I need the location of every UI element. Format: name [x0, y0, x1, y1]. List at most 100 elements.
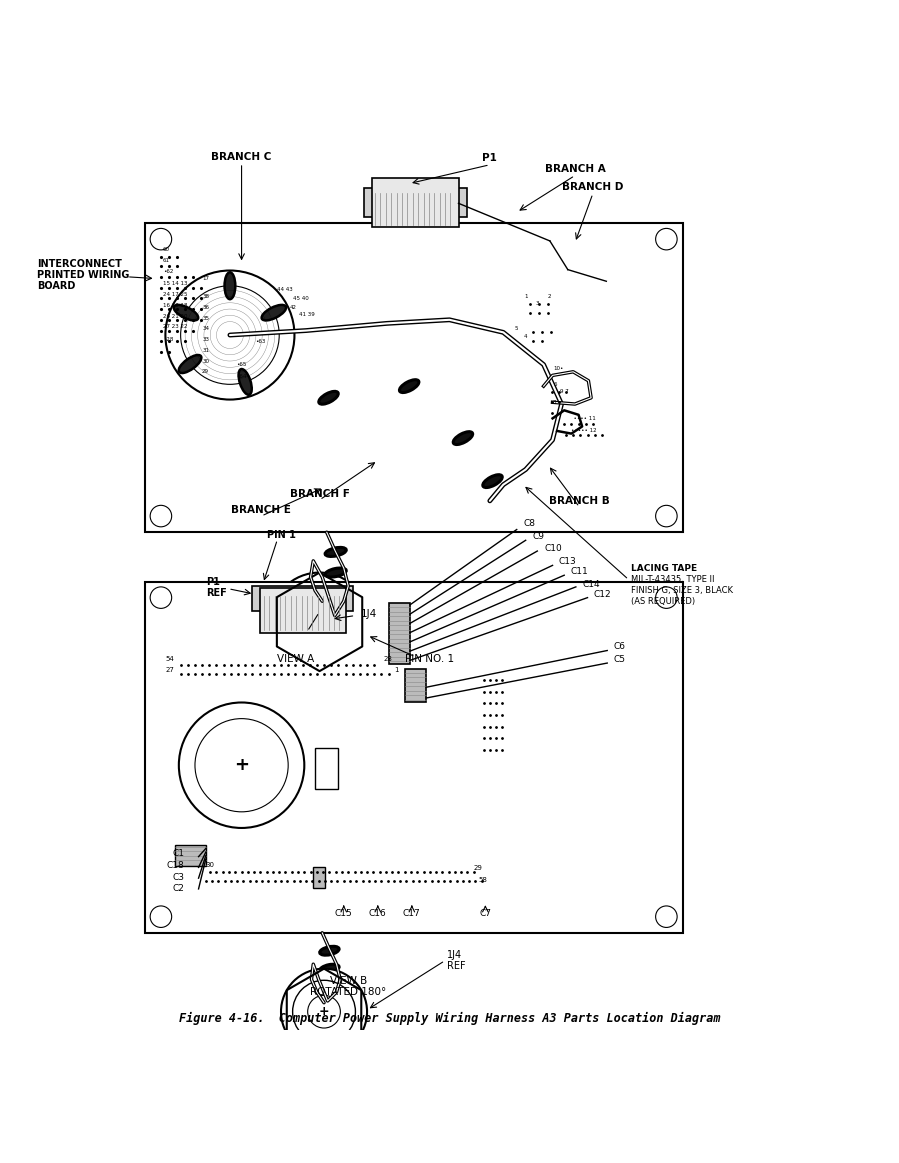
Text: C12: C12 [594, 591, 611, 599]
Bar [145, 223, 682, 533]
Bar [371, 178, 459, 228]
Bar [260, 587, 345, 633]
Text: 26 21 20: 26 21 20 [163, 314, 187, 319]
Ellipse shape [320, 964, 339, 973]
Text: 31: 31 [202, 348, 209, 352]
Text: FINISH G, SIZE 3, BLACK: FINISH G, SIZE 3, BLACK [631, 586, 734, 595]
Circle shape [150, 505, 172, 527]
Text: 60: 60 [163, 248, 170, 252]
Bar [388, 602, 410, 664]
Text: 10•: 10• [554, 365, 564, 371]
Ellipse shape [399, 379, 419, 393]
Ellipse shape [319, 392, 338, 405]
Text: C5: C5 [613, 655, 626, 664]
Text: •64: •64 [236, 373, 246, 379]
Text: C10: C10 [545, 544, 562, 552]
Text: 33: 33 [202, 337, 209, 342]
Circle shape [281, 969, 367, 1055]
Text: 41 39: 41 39 [299, 312, 315, 317]
Text: C16: C16 [369, 908, 387, 918]
Ellipse shape [325, 568, 346, 577]
Text: C14: C14 [583, 579, 600, 588]
Text: VIEW A: VIEW A [277, 655, 314, 664]
Ellipse shape [320, 947, 339, 955]
Text: C15: C15 [334, 908, 352, 918]
Ellipse shape [320, 982, 339, 991]
Text: 16 19 18: 16 19 18 [163, 304, 187, 308]
Text: 29: 29 [202, 370, 209, 374]
Ellipse shape [325, 548, 346, 556]
Circle shape [165, 271, 295, 400]
Text: REF: REF [206, 588, 227, 598]
Text: 6: 6 [554, 381, 557, 387]
Text: PRINTED WIRING: PRINTED WIRING [37, 270, 129, 280]
Text: REF: REF [447, 961, 466, 971]
Ellipse shape [238, 369, 252, 394]
Text: 28: 28 [383, 656, 392, 663]
Circle shape [150, 906, 172, 927]
Circle shape [300, 602, 339, 642]
Ellipse shape [174, 305, 199, 321]
Text: P1: P1 [206, 577, 219, 587]
Text: •••• 11: •••• 11 [570, 416, 595, 421]
Ellipse shape [325, 588, 346, 598]
Text: •63: •63 [255, 338, 265, 344]
Bar [175, 846, 206, 866]
Text: 24 17 25: 24 17 25 [163, 292, 187, 298]
Text: BRANCH A: BRANCH A [545, 164, 605, 174]
Text: +: + [319, 1005, 329, 1018]
Text: 30: 30 [206, 862, 215, 868]
Text: 36: 36 [202, 305, 209, 309]
Circle shape [655, 906, 677, 927]
Circle shape [271, 572, 369, 671]
Circle shape [179, 702, 305, 828]
Text: 58: 58 [478, 877, 487, 883]
Circle shape [655, 228, 677, 250]
Text: BRANCH E: BRANCH E [231, 505, 291, 515]
Text: BRANCH D: BRANCH D [562, 183, 624, 192]
Circle shape [307, 996, 341, 1028]
Text: C11: C11 [571, 568, 588, 576]
Text: 27 23 22: 27 23 22 [163, 324, 187, 329]
Text: 5: 5 [515, 327, 519, 331]
Text: Figure 4-16.  Computer Power Supply Wiring Harness A3 Parts Location Diagram: Figure 4-16. Computer Power Supply Wirin… [179, 1012, 720, 1025]
Text: 44 43: 44 43 [278, 287, 293, 292]
Text: 45 40: 45 40 [293, 295, 308, 301]
Text: MIL-T-43435, TYPE II: MIL-T-43435, TYPE II [631, 576, 715, 584]
Bar [253, 586, 352, 611]
Text: C6: C6 [613, 642, 626, 651]
Text: BOARD: BOARD [37, 280, 76, 291]
Text: C13: C13 [559, 557, 576, 566]
Text: 4: 4 [524, 334, 528, 340]
Text: •62: •62 [163, 269, 174, 274]
Ellipse shape [179, 355, 201, 373]
Circle shape [150, 228, 172, 250]
Text: C2: C2 [173, 884, 184, 892]
Text: C18: C18 [166, 861, 184, 870]
Text: 35: 35 [202, 315, 209, 321]
Text: P1: P1 [483, 154, 497, 164]
Bar [315, 748, 338, 790]
Circle shape [655, 587, 677, 608]
Ellipse shape [262, 305, 286, 321]
Text: PIN NO. 1: PIN NO. 1 [405, 655, 454, 664]
Circle shape [283, 586, 355, 658]
Text: C3: C3 [173, 872, 184, 882]
Ellipse shape [483, 475, 503, 487]
Text: 17: 17 [202, 276, 209, 281]
Text: 1J4: 1J4 [360, 608, 377, 619]
Text: 42: 42 [290, 305, 297, 309]
Text: 3: 3 [536, 301, 539, 306]
Text: 38: 38 [202, 294, 209, 299]
Text: 27: 27 [165, 668, 174, 673]
Text: +: + [234, 756, 249, 775]
Bar [405, 670, 426, 701]
Text: •65: •65 [236, 362, 246, 368]
Text: VIEW B: VIEW B [330, 976, 367, 986]
Text: 54: 54 [165, 656, 174, 663]
Ellipse shape [453, 431, 473, 444]
Circle shape [293, 980, 355, 1043]
Text: •28: •28 [163, 337, 174, 342]
Bar [364, 188, 467, 216]
Text: C8: C8 [524, 519, 536, 528]
